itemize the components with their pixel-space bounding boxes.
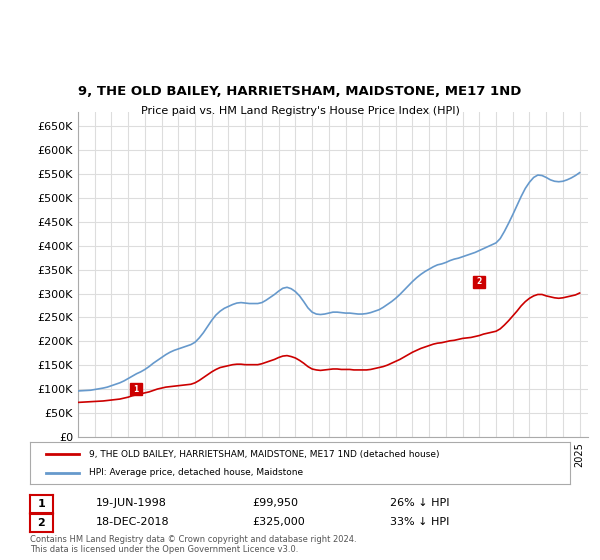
Text: HPI: Average price, detached house, Maidstone: HPI: Average price, detached house, Maid… bbox=[89, 468, 304, 477]
Text: Price paid vs. HM Land Registry's House Price Index (HPI): Price paid vs. HM Land Registry's House … bbox=[140, 106, 460, 116]
Text: 9, THE OLD BAILEY, HARRIETSHAM, MAIDSTONE, ME17 1ND (detached house): 9, THE OLD BAILEY, HARRIETSHAM, MAIDSTON… bbox=[89, 450, 440, 459]
Text: 26% ↓ HPI: 26% ↓ HPI bbox=[390, 498, 449, 508]
Text: 9, THE OLD BAILEY, HARRIETSHAM, MAIDSTONE, ME17 1ND: 9, THE OLD BAILEY, HARRIETSHAM, MAIDSTON… bbox=[79, 85, 521, 98]
Text: £99,950: £99,950 bbox=[252, 498, 298, 508]
Text: 1: 1 bbox=[38, 499, 45, 509]
Text: Contains HM Land Registry data © Crown copyright and database right 2024.
This d: Contains HM Land Registry data © Crown c… bbox=[30, 535, 356, 554]
Text: 18-DEC-2018: 18-DEC-2018 bbox=[96, 517, 170, 527]
Text: 1: 1 bbox=[133, 385, 139, 394]
Text: 2: 2 bbox=[38, 518, 45, 528]
Text: 33% ↓ HPI: 33% ↓ HPI bbox=[390, 517, 449, 527]
Text: 19-JUN-1998: 19-JUN-1998 bbox=[96, 498, 167, 508]
Text: £325,000: £325,000 bbox=[252, 517, 305, 527]
Text: 2: 2 bbox=[476, 277, 481, 286]
